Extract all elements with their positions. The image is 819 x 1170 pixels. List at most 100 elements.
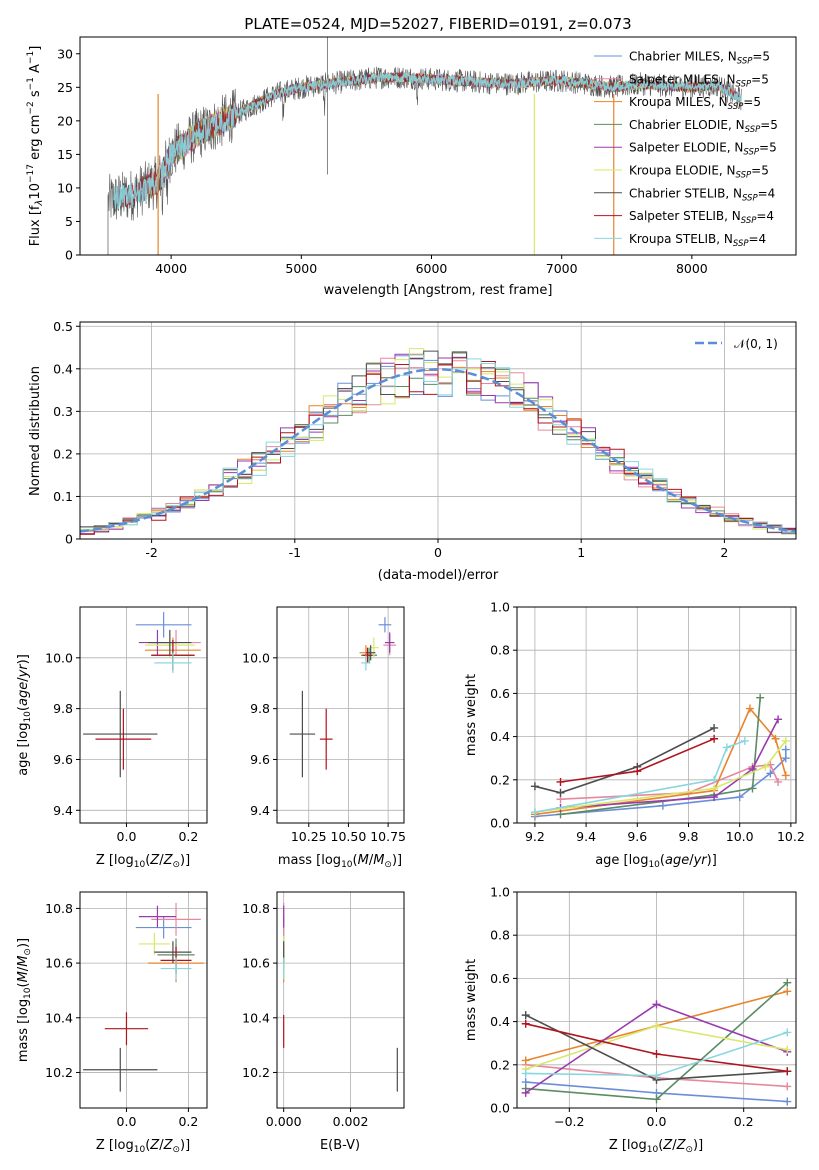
mass-vs-ebv-ytick-label: 10.6	[242, 956, 270, 971]
weights-vs-z-ytick-label: 0.0	[490, 1101, 510, 1116]
spectrum-legend: Chabrier MILES, NSSP=5 Salpeter MILES, NS…	[594, 50, 778, 249]
spectrum-ytick-label: 5	[65, 214, 73, 229]
weights-vs-age-marker	[710, 793, 719, 802]
spectrum-legend-label: Kroupa STELIB, NSSP=4	[629, 232, 766, 249]
residual-ytick-label: 0	[65, 532, 73, 547]
weights-vs-age-marker	[710, 723, 719, 732]
age-vs-mass-xtick-label: 10.50	[331, 829, 367, 844]
spectrum-frame	[79, 36, 797, 256]
mass-vs-z-errorbar-point	[104, 1012, 149, 1046]
weights-vs-z-ytick-label: 0.2	[490, 1057, 510, 1072]
weights-vs-z-marker	[521, 1088, 530, 1097]
weights-vs-age-marker	[710, 775, 719, 784]
weights-vs-z-ytick-label: 0.8	[490, 928, 510, 943]
residual-ytick-label: 0.2	[53, 446, 73, 461]
spectrum-title: PLATE=0524, MJD=52027, FIBERID=0191, z=0…	[244, 15, 631, 33]
weights-vs-age-marker	[781, 736, 790, 745]
weights-vs-age-marker	[781, 745, 790, 754]
age-vs-z-errorbar-point	[83, 690, 158, 778]
weights-vs-z-marker	[652, 1000, 661, 1009]
age-vs-z-ytick-label: 10.0	[45, 650, 73, 665]
weights-vs-age-series-line	[534, 727, 715, 794]
weights-vs-z-marker	[783, 978, 792, 987]
residual-panel: -2 -1 0 1 2 0 0.1 0.2 0.3 0.4 0.5 (data-model)/err…	[28, 319, 797, 583]
weights-vs-z-xtick-label: 0.2	[734, 1114, 754, 1129]
weights-vs-age-panel: 9.2 9.4 9.6 9.8 10.0 10.2 0.0 0.2 0.4 0.6 0.8 1.0 ag…	[464, 600, 805, 871]
weights-vs-age-xtick-label: 10.0	[726, 829, 754, 844]
weights-vs-age-marker	[761, 762, 770, 771]
weights-vs-age-marker	[658, 801, 667, 810]
weights-vs-age-marker	[556, 788, 565, 797]
age-vs-z-errorbar-point	[154, 652, 192, 674]
spectrum-legend-label: Salpeter STELIB, NSSP=4	[629, 209, 774, 226]
weights-vs-age-ytick-label: 0.4	[490, 729, 510, 744]
age-vs-mass-ytick-label: 9.8	[250, 701, 270, 716]
weights-vs-age-marker	[722, 743, 731, 752]
mass-vs-z-errorbar-point	[151, 902, 201, 936]
mass-vs-ebv-ytick-label: 10.8	[242, 901, 270, 916]
spectrum-xtick-label: 6000	[416, 261, 448, 276]
weights-vs-age-marker	[530, 782, 539, 791]
weights-vs-age-xtick-label: 9.4	[576, 829, 596, 844]
mass-vs-ebv-xlabel: E(B-V)	[320, 1138, 360, 1153]
age-vs-z-errorbar-point	[95, 708, 152, 770]
mass-vs-ebv-ytick-label: 10.4	[242, 1010, 270, 1025]
spectrum-legend-label: Salpeter MILES, NSSP=5	[629, 72, 769, 89]
small-panels: 0.0 0.2 9.4 9.6 9.8 10.0 Z [log10(Z/Z⊙)] age [l…	[16, 600, 805, 1156]
weights-vs-age-marker	[756, 693, 765, 702]
weights-vs-age-marker	[771, 734, 780, 743]
age-vs-z-ytick-label: 9.4	[53, 803, 73, 818]
mass-vs-z-ytick-label: 10.4	[45, 1010, 73, 1025]
spectrum-ytick-label: 0	[65, 248, 73, 263]
weights-vs-z-ytick-label: 1.0	[490, 885, 510, 900]
weights-vs-age-marker	[735, 793, 744, 802]
mass-vs-z-errorbar-point	[83, 1047, 158, 1092]
age-vs-mass-frame	[276, 606, 405, 824]
spectrum-xtick-label: 7000	[546, 261, 578, 276]
residual-xtick-label: 0	[434, 545, 442, 560]
weights-vs-z-ylabel: mass weight	[464, 959, 479, 1041]
age-vs-z-panel: 0.0 0.2 9.4 9.6 9.8 10.0 Z [log10(Z/Z⊙)] age [l…	[16, 606, 208, 870]
weights-vs-z-marker	[652, 1050, 661, 1058]
mass-vs-z-xtick-label: 0.0	[117, 1114, 137, 1129]
weights-vs-age-marker	[710, 784, 719, 793]
weights-vs-z-marker	[521, 1056, 530, 1065]
mass-vs-z-frame	[79, 891, 208, 1109]
mass-vs-ebv-xtick-label: 0.000	[266, 1114, 302, 1129]
weights-vs-age-marker	[740, 736, 749, 745]
mass-vs-z-xlabel: Z [log10(Z/Z⊙)]	[96, 1138, 190, 1155]
mass-vs-z-errorbar-point	[135, 916, 192, 939]
spectrum-xlabel: wavelength [Angstrom, rest frame]	[324, 283, 553, 298]
age-vs-z-xtick-label: 0.0	[117, 829, 137, 844]
spectrum-model-line	[144, 72, 742, 201]
age-vs-z-errorbar-point	[135, 612, 192, 638]
spectrum-plot-area: 4000 5000 6000 7000 8000 0 5 10 15 20 25 30	[57, 36, 797, 276]
residual-xtick-label: -1	[289, 545, 301, 560]
spectrum-legend-label: Salpeter ELODIE, NSSP=5	[629, 141, 777, 158]
weights-vs-age-marker	[774, 777, 783, 786]
mass-vs-z-ytick-label: 10.6	[45, 956, 73, 971]
mass-vs-z-errorbar-point	[138, 933, 170, 955]
age-vs-mass-panel: 10.25 10.50 10.75 9.4 9.6 9.8 10.0 mass [log10(…	[242, 606, 406, 870]
residual-legend: 𝒩(0, 1)	[695, 337, 778, 351]
residual-xtick-label: 2	[720, 545, 728, 560]
weights-vs-z-xlabel: Z [log10(Z/Z⊙)]	[609, 1138, 703, 1155]
weights-vs-z-marker	[783, 1028, 792, 1037]
spectrum-legend-label: Chabrier STELIB, NSSP=4	[629, 186, 775, 203]
weights-vs-z-marker	[783, 1097, 792, 1106]
weights-vs-age-ytick-label: 0.0	[490, 816, 510, 831]
weights-vs-age-marker	[781, 771, 790, 780]
weights-vs-age-ytick-label: 0.2	[490, 772, 510, 787]
weights-vs-age-marker	[748, 784, 757, 793]
residual-xtick-label: 1	[577, 545, 585, 560]
weights-vs-age-xtick-label: 9.8	[679, 829, 699, 844]
weights-vs-age-series-line	[560, 718, 779, 809]
spectrum-model-line	[144, 72, 742, 199]
residual-plot-area: -2 -1 0 1 2 0 0.1 0.2 0.3 0.4 0.5	[53, 319, 797, 560]
weights-vs-z-xtick-label: −0.2	[554, 1114, 584, 1129]
age-vs-mass-errorbar-point	[384, 632, 395, 653]
weights-vs-age-xtick-label: 9.6	[627, 829, 647, 844]
mass-vs-z-panel: 0.0 0.2 10.2 10.4 10.6 10.8 Z [log10(Z/Z⊙)] mas…	[16, 891, 208, 1155]
spectrum-ytick-label: 10	[57, 180, 73, 195]
